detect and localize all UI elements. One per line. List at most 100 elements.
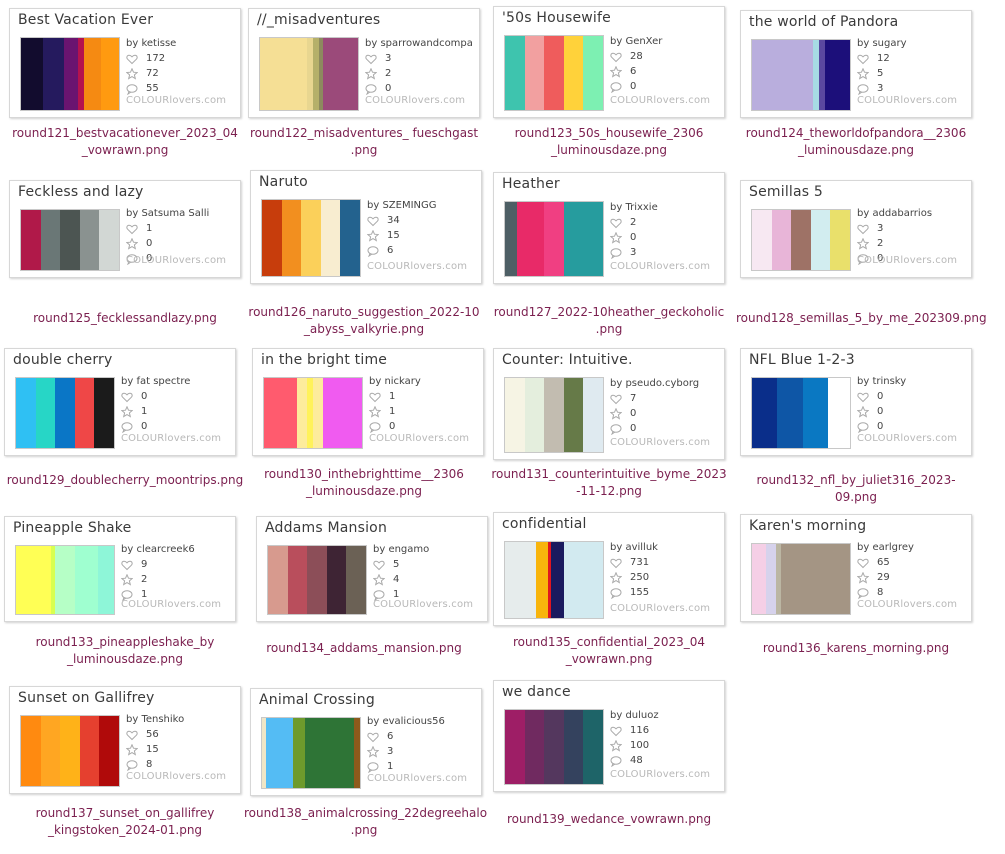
palette-swatch[interactable] — [751, 209, 851, 271]
author-link[interactable]: by clearcreek6 — [121, 544, 195, 555]
palette-card[interactable]: double cherry by fat spectre 0 1 0 COLOURlove… — [4, 348, 236, 456]
palette-meta: by SZEMINGG 34 15 6 — [367, 199, 477, 258]
palette-swatch[interactable] — [263, 377, 363, 449]
filename-label[interactable]: round122_misadventures_ fueschgast .png — [244, 125, 484, 159]
filename-label[interactable]: round128_semillas_5_by_me_202309.png — [736, 310, 987, 327]
palette-swatch[interactable] — [504, 709, 604, 785]
author-link[interactable]: by Tenshiko — [126, 714, 185, 725]
author-link[interactable]: by evalicious56 — [367, 716, 445, 727]
author-link[interactable]: by SZEMINGG — [367, 200, 437, 211]
palette-swatch[interactable] — [20, 209, 120, 271]
palette-card[interactable]: NFL Blue 1-2-3 by trinsky 0 0 0 COLOURlovers.… — [740, 348, 972, 456]
author-link[interactable]: by GenXer — [610, 36, 663, 47]
palette-swatch[interactable] — [15, 545, 115, 615]
palette-swatch[interactable] — [751, 543, 851, 615]
filename-label[interactable]: round125_fecklessandlazy.png — [5, 310, 245, 327]
filename-label[interactable]: round123_50s_housewife_2306 _luminousdaze… — [489, 125, 729, 159]
palette-swatch[interactable] — [261, 717, 361, 789]
author-link[interactable]: by fat spectre — [121, 376, 191, 387]
palette-swatch[interactable] — [504, 35, 604, 111]
filename-label[interactable]: round132_nfl_by_juliet316_2023-09.png — [736, 472, 976, 506]
comment-icon — [126, 83, 138, 95]
author-link[interactable]: by nickary — [369, 376, 421, 387]
palette-swatch[interactable] — [15, 377, 115, 449]
author-link[interactable]: by earlgrey — [857, 542, 914, 553]
palette-card[interactable]: //_misadventures by sparrowandcompa 3 2 0 COL… — [248, 8, 480, 118]
palette-swatch[interactable] — [20, 715, 120, 787]
palette-card[interactable]: in the bright time by nickary 1 1 0 COLOURlov… — [252, 348, 484, 456]
author-link[interactable]: by Satsuma Salli — [126, 208, 210, 219]
palette-swatch[interactable] — [259, 37, 359, 111]
palette-card[interactable]: Karen's morning by earlgrey 65 29 8 COLOURlov… — [740, 514, 972, 622]
palette-swatch[interactable] — [20, 37, 120, 111]
palette-card[interactable]: Addams Mansion by engamo 5 4 1 COLOURlovers.c… — [256, 516, 488, 622]
author-link[interactable]: by trinsky — [857, 376, 907, 387]
filename-label[interactable]: round121_bestvacationever_2023_04 _vowraw… — [5, 125, 245, 159]
palette-card[interactable]: Sunset on Gallifrey by Tenshiko 56 15 8 COLOU… — [9, 686, 241, 794]
palette-card[interactable]: Animal Crossing by evalicious56 6 3 1 COLOURl… — [250, 688, 482, 796]
palette-card[interactable]: we dance by duluoz 116 100 48 COLOURlovers.co… — [493, 680, 725, 792]
filename-label[interactable]: round124_theworldofpandora__2306 _luminou… — [736, 125, 976, 159]
filename-label[interactable]: round139_wedance_vowrawn.png — [489, 811, 729, 828]
filename-label[interactable]: round131_counterintuitive_byme_2023 -11-1… — [489, 466, 729, 500]
palette-meta: by clearcreek6 9 2 1 — [121, 543, 231, 602]
filename-label[interactable]: round138_animalcrossing_22degreehalo .png — [244, 805, 487, 839]
palette-meta: by nickary 1 1 0 — [369, 375, 479, 434]
author-link[interactable]: by ketisse — [126, 38, 177, 49]
author-link[interactable]: by sugary — [857, 38, 907, 49]
heart-icon — [373, 559, 385, 571]
hearts-count: 731 — [630, 557, 650, 568]
colourlovers-brand: COLOURlovers.com — [857, 95, 958, 106]
author-link[interactable]: by pseudo.cyborg — [610, 378, 700, 389]
filename-label[interactable]: round130_inthebrighttime__2306 _luminousd… — [244, 466, 484, 500]
palette-swatch[interactable] — [267, 545, 367, 615]
comment-icon — [367, 245, 379, 257]
filename-line: round125_fecklessandlazy.png — [33, 311, 217, 325]
palette-swatch[interactable] — [504, 541, 604, 619]
palette-card[interactable]: '50s Housewife by GenXer 28 6 0 COLOURlovers.… — [493, 6, 725, 118]
palette-swatch[interactable] — [504, 201, 604, 277]
palette-card[interactable]: Pineapple Shake by clearcreek6 9 2 1 COLOURlo… — [4, 516, 236, 622]
author-link[interactable]: by Trixxie — [610, 202, 658, 213]
filename-label[interactable]: round129_doublecherry_moontrips.png — [5, 472, 245, 489]
color-swatch — [307, 38, 313, 110]
hearts-stat: 12 — [857, 51, 967, 66]
palette-title: //_misadventures — [257, 12, 381, 28]
star-icon — [126, 67, 138, 80]
palette-meta: by sparrowandcompa 3 2 0 — [365, 37, 475, 96]
palette-card[interactable]: Naruto by SZEMINGG 34 15 6 COLOURlovers.com — [250, 170, 482, 284]
filename-label[interactable]: round135_confidential_2023_04 _vowrawn.pn… — [489, 634, 729, 668]
heart-icon — [121, 391, 133, 403]
filename-label[interactable]: round134_addams_mansion.png — [244, 640, 484, 657]
color-swatch — [320, 200, 341, 276]
author-link[interactable]: by addabarrios — [857, 208, 933, 219]
comment-icon — [857, 253, 869, 265]
color-swatch — [828, 378, 850, 448]
filename-label[interactable]: round127_2022-10heather_geckoholic .png — [489, 304, 729, 338]
palette-card[interactable]: the world of Pandora by sugary 12 5 3 COLOURl… — [740, 10, 972, 118]
author-link[interactable]: by engamo — [373, 544, 430, 555]
palette-card[interactable]: Counter: Intuitive. by pseudo.cyborg 7 0 0 CO… — [493, 348, 725, 460]
filename-label[interactable]: round137_sunset_on_gallifrey _kingstoken_… — [5, 805, 245, 839]
author-link[interactable]: by sparrowandcompa — [365, 38, 473, 49]
palette-card[interactable]: Best Vacation Ever by ketisse 172 72 55 COLOU… — [9, 8, 241, 118]
palette-card[interactable]: confidential by avilluk 731 250 155 COLOURlov… — [493, 512, 725, 626]
color-swatch — [548, 542, 552, 618]
palette-meta: by avilluk 731 250 155 — [610, 541, 720, 600]
author-link[interactable]: by avilluk — [610, 542, 658, 553]
filename-label[interactable]: round136_karens_morning.png — [736, 640, 976, 657]
palette-swatch[interactable] — [751, 377, 851, 449]
stars-count: 15 — [387, 230, 400, 241]
color-swatch — [781, 544, 850, 614]
filename-label[interactable]: round126_naruto_suggestion_2022-10 _abyss… — [244, 304, 484, 338]
palette-meta: by earlgrey 65 29 8 — [857, 541, 967, 600]
palette-card[interactable]: Feckless and lazy by Satsuma Salli 1 0 0 COLO… — [9, 180, 241, 278]
palette-swatch[interactable] — [261, 199, 361, 277]
palette-swatch[interactable] — [504, 377, 604, 453]
author-link[interactable]: by duluoz — [610, 710, 659, 721]
palette-card[interactable]: Semillas 5 by addabarrios 3 2 0 COLOURlovers.… — [740, 180, 972, 278]
palette-swatch[interactable] — [751, 39, 851, 111]
stars-stat: 1 — [121, 404, 231, 419]
filename-label[interactable]: round133_pineappleshake_by _luminousdaze.… — [5, 634, 245, 668]
palette-card[interactable]: Heather by Trixxie 2 0 3 COLOURlovers.com — [493, 172, 725, 284]
